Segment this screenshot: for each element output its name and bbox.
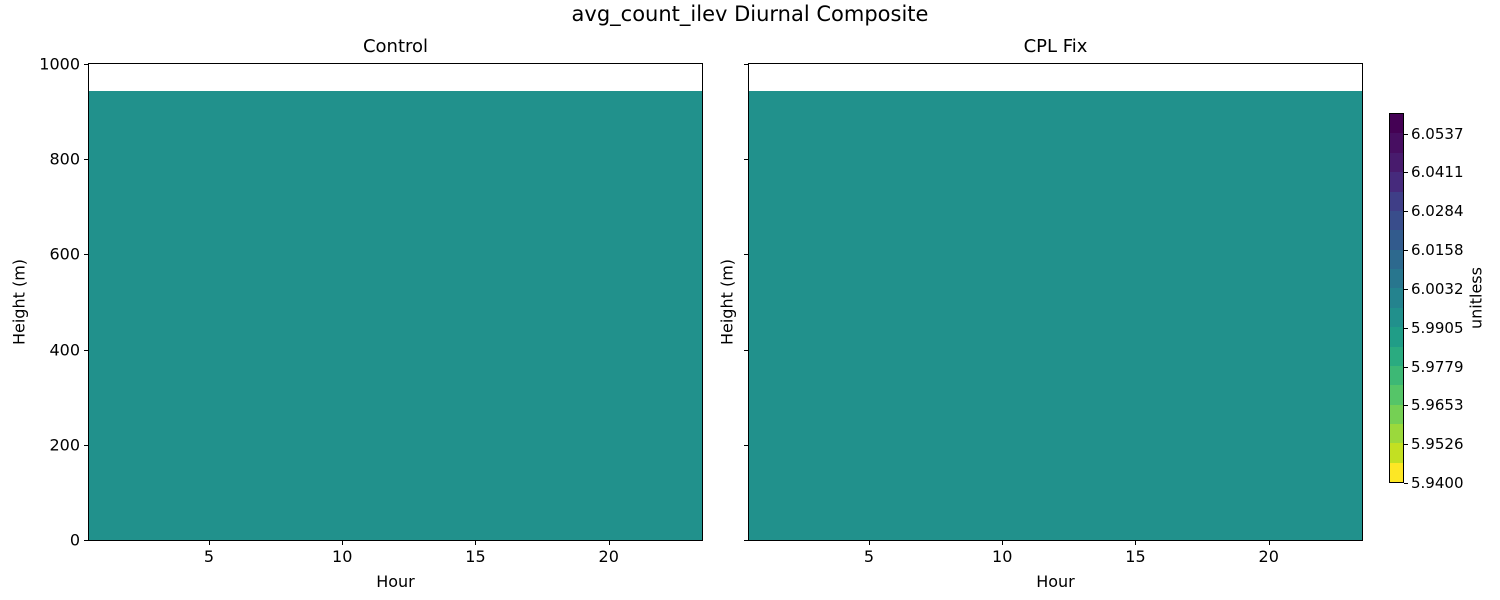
colorbar-tick-label: 6.0158 [1411, 241, 1464, 260]
colorbar-tick-mark [1404, 327, 1408, 329]
colorbar-tick-label: 6.0032 [1411, 279, 1464, 298]
colorbar-segment [1390, 365, 1403, 386]
colorbar-segment [1390, 191, 1403, 211]
y-axis-label-cpl-fix: Height (m) [717, 258, 737, 346]
panel-control-title: Control [362, 36, 429, 57]
x-tick-label: 15 [465, 547, 486, 566]
x-tick-mark [608, 540, 610, 545]
y-tick-mark [84, 349, 89, 351]
colorbar-tick-label: 5.9526 [1411, 435, 1464, 454]
y-tick-label: 400 [49, 340, 80, 360]
panel-cpl-fix: CPL Fix Height (m) Hour 5 10 15 20 [718, 36, 1363, 591]
colorbar-segment [1390, 385, 1403, 405]
y-axis-label-control: Height (m) [9, 258, 29, 346]
y-tick-mark [84, 159, 89, 161]
colorbar-segment [1390, 230, 1403, 250]
y-tick-mark [744, 444, 749, 446]
colorbar-tick-mark [1404, 444, 1408, 446]
colorbar-segment [1390, 307, 1403, 328]
y-tick-mark [744, 349, 749, 351]
x-tick-mark [1268, 540, 1270, 545]
figure-title: avg_count_ilev Diurnal Composite [571, 2, 929, 26]
x-tick-label: 5 [863, 547, 875, 566]
x-tick-mark [1002, 540, 1004, 545]
heatmap-fill-cpl-fix [749, 91, 1362, 540]
colorbar-segment [1390, 327, 1403, 347]
y-tick-label: 1000 [39, 54, 80, 74]
x-tick-label: 20 [1258, 547, 1279, 566]
x-tick-label: 15 [1125, 547, 1146, 566]
colorbar-segment [1390, 288, 1403, 308]
colorbar-tick-mark [1404, 250, 1408, 252]
y-tick-mark [744, 254, 749, 256]
colorbar-segment [1390, 114, 1403, 134]
y-tick-mark [84, 444, 89, 446]
x-tick-label: 10 [992, 547, 1013, 566]
colorbar-segment [1390, 133, 1403, 153]
y-tick-mark [744, 159, 749, 161]
panel-cpl-fix-title: CPL Fix [1023, 36, 1088, 57]
y-tick-mark [744, 540, 749, 541]
colorbar-tick-mark [1404, 211, 1408, 213]
x-tick-mark [868, 540, 870, 545]
colorbar-segment [1390, 269, 1403, 289]
colorbar: 6.0537 6.0411 6.0284 6.0158 6.0032 5.9905 5.97… [1389, 113, 1464, 492]
colorbar-tick-label: 5.9400 [1411, 474, 1464, 492]
colorbar-tick-label: 5.9905 [1411, 318, 1464, 337]
y-tick-label: 200 [49, 435, 80, 455]
colorbar-segment [1390, 346, 1403, 366]
colorbar-tick-label: 5.9779 [1411, 357, 1464, 376]
colorbar-segment [1390, 152, 1403, 173]
heatmap-fill-control [89, 91, 702, 540]
x-tick-mark [475, 540, 477, 545]
y-tick-label: 800 [49, 149, 80, 169]
colorbar-tick-mark [1404, 366, 1408, 368]
colorbar-tick-label: 5.9653 [1411, 396, 1464, 415]
x-axis-label-cpl-fix: Hour [1036, 572, 1075, 591]
x-tick-label: 20 [598, 547, 619, 566]
colorbar-tick-label: 6.0284 [1411, 202, 1464, 221]
y-tick-mark [84, 254, 89, 256]
x-axis-label-control: Hour [376, 572, 415, 591]
colorbar-segment [1390, 249, 1403, 269]
colorbar-axis-label: unitless [1466, 267, 1486, 329]
y-tick-mark [84, 540, 89, 541]
colorbar-segment [1390, 404, 1403, 424]
colorbar-segment [1390, 172, 1403, 192]
colorbar-tick-mark [1404, 172, 1408, 174]
colorbar-segment [1390, 462, 1403, 483]
colorbar-segment [1390, 443, 1403, 463]
colorbar-segment [1390, 210, 1403, 231]
y-tick-label: 600 [49, 244, 80, 264]
colorbar-tick-mark [1404, 133, 1408, 135]
x-tick-label: 5 [203, 547, 215, 566]
colorbar-gradient [1389, 113, 1404, 483]
colorbar-tick-label: 6.0537 [1411, 124, 1464, 143]
colorbar-tick-label: 6.0411 [1411, 163, 1464, 182]
x-tick-mark [208, 540, 210, 545]
colorbar-tick-mark [1404, 483, 1408, 484]
colorbar-segment [1390, 424, 1403, 444]
x-tick-label: 10 [332, 547, 353, 566]
colorbar-tick-mark [1404, 288, 1408, 290]
y-tick-mark [744, 64, 749, 65]
y-tick-mark [84, 64, 89, 65]
x-tick-mark [342, 540, 344, 545]
x-tick-mark [1135, 540, 1137, 545]
panel-control: Control Height (m) Hour 5 10 15 20 0 200 400 60… [10, 36, 703, 591]
colorbar-tick-mark [1404, 405, 1408, 407]
y-tick-label: 0 [69, 530, 80, 550]
